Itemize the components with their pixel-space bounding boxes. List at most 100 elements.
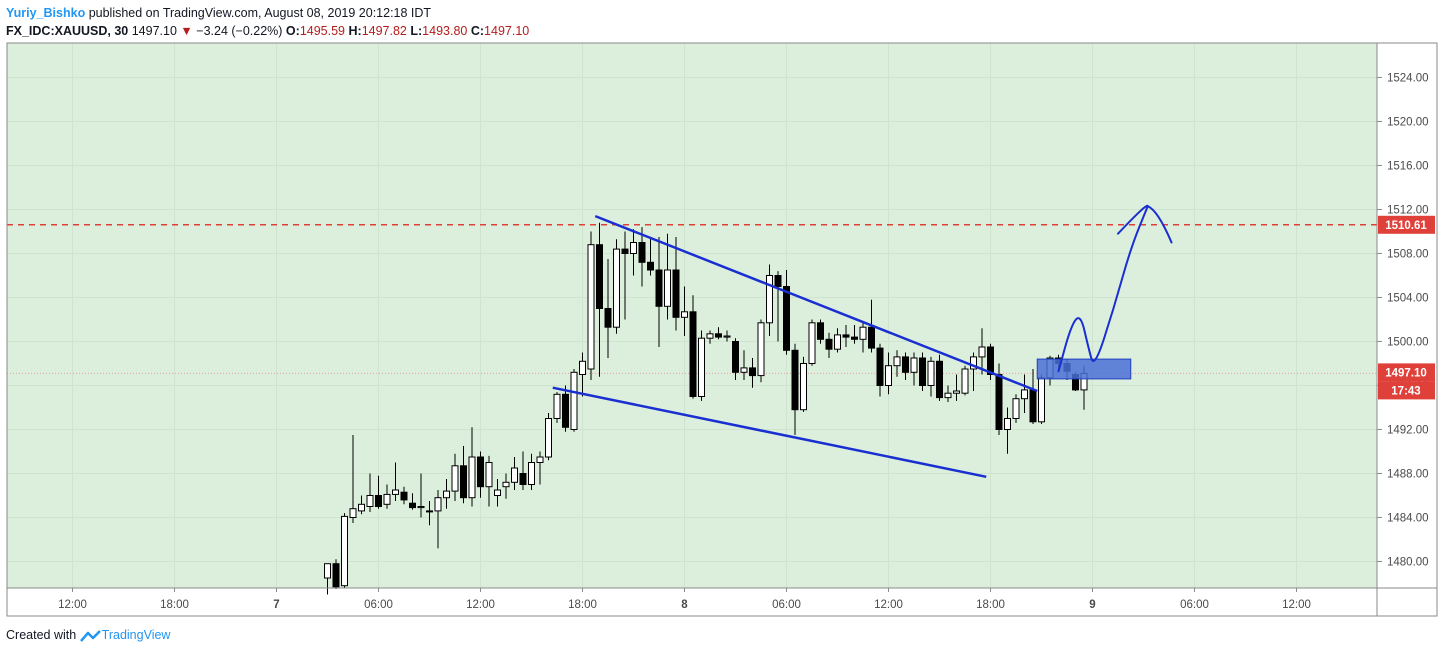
created-with-label: Created with bbox=[6, 628, 77, 642]
projection-path bbox=[1057, 205, 1149, 373]
candle bbox=[502, 473, 510, 499]
candle-body bbox=[783, 286, 790, 351]
upper-trendline bbox=[594, 214, 1038, 393]
candle bbox=[400, 486, 408, 505]
demand-zone bbox=[1036, 358, 1132, 380]
candle bbox=[579, 352, 586, 397]
candle-body bbox=[664, 269, 671, 307]
y-tick-label: 1508.00 bbox=[1387, 249, 1429, 261]
candle-body bbox=[927, 360, 935, 386]
candle bbox=[774, 271, 782, 342]
open-label: O: bbox=[285, 24, 300, 38]
candle bbox=[749, 358, 756, 388]
candle-body bbox=[485, 462, 493, 488]
candle-body bbox=[434, 497, 442, 512]
candle bbox=[732, 338, 739, 380]
price-axis[interactable]: 1480.001484.001488.001492.001496.001500.… bbox=[1377, 73, 1429, 569]
candle-body bbox=[902, 356, 909, 373]
candle-body bbox=[1004, 418, 1011, 430]
x-tick-label: 12:00 bbox=[874, 599, 903, 611]
x-tick-label: 06:00 bbox=[364, 599, 393, 611]
candle bbox=[919, 352, 926, 391]
candle bbox=[630, 229, 637, 276]
candle-body bbox=[553, 393, 561, 419]
tradingview-link[interactable]: TradingView bbox=[101, 628, 171, 642]
x-tick-label: 18:00 bbox=[568, 599, 597, 611]
candle bbox=[519, 451, 527, 490]
candle-body bbox=[698, 337, 705, 398]
candle bbox=[825, 332, 833, 358]
countdown-tag-bg bbox=[1378, 381, 1435, 400]
candle bbox=[460, 446, 467, 504]
candle bbox=[341, 513, 348, 588]
candle bbox=[715, 327, 722, 340]
candle-body bbox=[757, 322, 765, 377]
candle-body bbox=[1038, 377, 1045, 423]
open-value: 1495.59 bbox=[299, 24, 345, 38]
candle bbox=[808, 319, 816, 366]
candle-body bbox=[1012, 398, 1020, 420]
candle bbox=[392, 462, 399, 501]
candle bbox=[468, 427, 476, 507]
close-label: C: bbox=[470, 24, 485, 38]
y-tick-label: 1516.00 bbox=[1387, 161, 1429, 173]
candle bbox=[638, 227, 646, 287]
candle-body bbox=[604, 308, 612, 328]
candle bbox=[689, 295, 697, 399]
candle bbox=[766, 264, 773, 336]
candle-body bbox=[800, 363, 807, 411]
candle bbox=[375, 475, 382, 509]
candle-body bbox=[528, 462, 535, 485]
candle bbox=[621, 231, 629, 320]
y-tick-label: 1492.00 bbox=[1387, 425, 1429, 437]
candle-body bbox=[451, 465, 459, 492]
candle-body bbox=[502, 481, 510, 488]
time-axis[interactable]: 12:00 18:00 7 06:00 12:00 18:00 8 06:00 12:00 18:… bbox=[58, 588, 1311, 611]
low-label: L: bbox=[410, 24, 423, 38]
candle-body bbox=[987, 346, 994, 375]
y-tick-label: 1504.00 bbox=[1387, 293, 1429, 305]
candle-body bbox=[825, 338, 833, 350]
candle-body bbox=[919, 357, 926, 386]
candle bbox=[383, 484, 391, 509]
candle bbox=[477, 451, 484, 498]
candle-body bbox=[443, 490, 450, 499]
candle bbox=[562, 385, 569, 432]
candle-body bbox=[613, 248, 620, 328]
candle bbox=[1004, 407, 1011, 454]
candle-body bbox=[681, 311, 688, 318]
candle-body bbox=[545, 418, 552, 458]
candle bbox=[740, 350, 748, 380]
x-tick-label: 9 bbox=[1089, 599, 1095, 611]
candle-body bbox=[647, 261, 654, 271]
candle-body bbox=[587, 244, 595, 370]
y-tick-label: 1512.00 bbox=[1387, 205, 1429, 217]
candle bbox=[426, 501, 433, 526]
reference-lines bbox=[7, 224, 1377, 374]
candle-body bbox=[706, 333, 714, 339]
candle-body bbox=[655, 269, 663, 307]
y-tick-label: 1524.00 bbox=[1387, 73, 1429, 85]
candle bbox=[723, 330, 731, 342]
chart-header: Yuriy_Bishko published on TradingView.co… bbox=[6, 4, 529, 40]
candle-body bbox=[851, 336, 858, 340]
candle bbox=[944, 385, 952, 402]
candle bbox=[332, 559, 340, 589]
candle-body bbox=[358, 503, 365, 512]
candle bbox=[757, 319, 765, 383]
candle-body bbox=[1021, 389, 1028, 400]
candle-body bbox=[519, 473, 527, 485]
candle-body bbox=[953, 390, 960, 394]
chart-frame bbox=[6, 42, 1438, 617]
author-name[interactable]: Yuriy_Bishko bbox=[6, 6, 86, 20]
candle-body bbox=[859, 326, 867, 340]
candle bbox=[409, 493, 416, 510]
candle-body bbox=[910, 357, 918, 373]
candle-body bbox=[732, 341, 739, 373]
candle-body bbox=[630, 242, 637, 254]
candle-body bbox=[579, 360, 586, 375]
down-arrow-icon: ▼ bbox=[180, 24, 193, 38]
candle bbox=[434, 490, 442, 549]
candle-body bbox=[383, 493, 391, 505]
